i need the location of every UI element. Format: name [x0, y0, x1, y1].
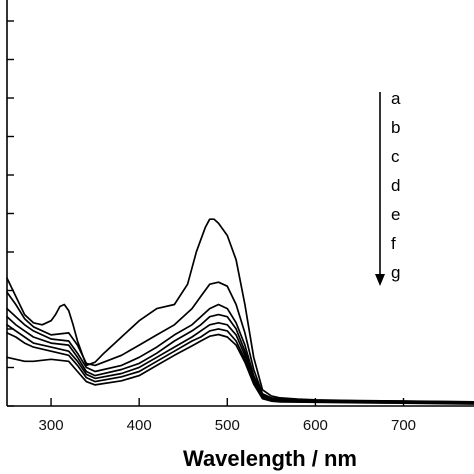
- x-tick-label-400: 400: [127, 417, 152, 434]
- x-axis-title: Wavelength / nm: [183, 446, 357, 471]
- x-tick-label-500: 500: [215, 417, 240, 434]
- legend-label-a: a: [391, 89, 401, 108]
- y-axis-ticks: [7, 20, 14, 407]
- x-tick-label-600: 600: [303, 417, 328, 434]
- x-axis-ticks: 300 400 500 600 700: [39, 398, 416, 434]
- legend-label-b: b: [391, 118, 400, 137]
- series-line-3: [6, 303, 474, 404]
- legend-arrow-head: [375, 274, 385, 286]
- series-line-7: [6, 333, 474, 405]
- legend-label-f: f: [391, 234, 396, 253]
- legend-label-c: c: [391, 147, 400, 166]
- legend-label-e: e: [391, 205, 400, 224]
- series-line-4: [6, 313, 474, 404]
- legend-label-d: d: [391, 176, 400, 195]
- series-lines: [6, 218, 474, 405]
- legend-label-g: g: [391, 263, 400, 282]
- axes: 300 400 500 600 700: [6, 0, 474, 434]
- series-line-1: [6, 218, 474, 403]
- x-tick-label-300: 300: [39, 417, 64, 434]
- x-tick-label-700: 700: [391, 417, 416, 434]
